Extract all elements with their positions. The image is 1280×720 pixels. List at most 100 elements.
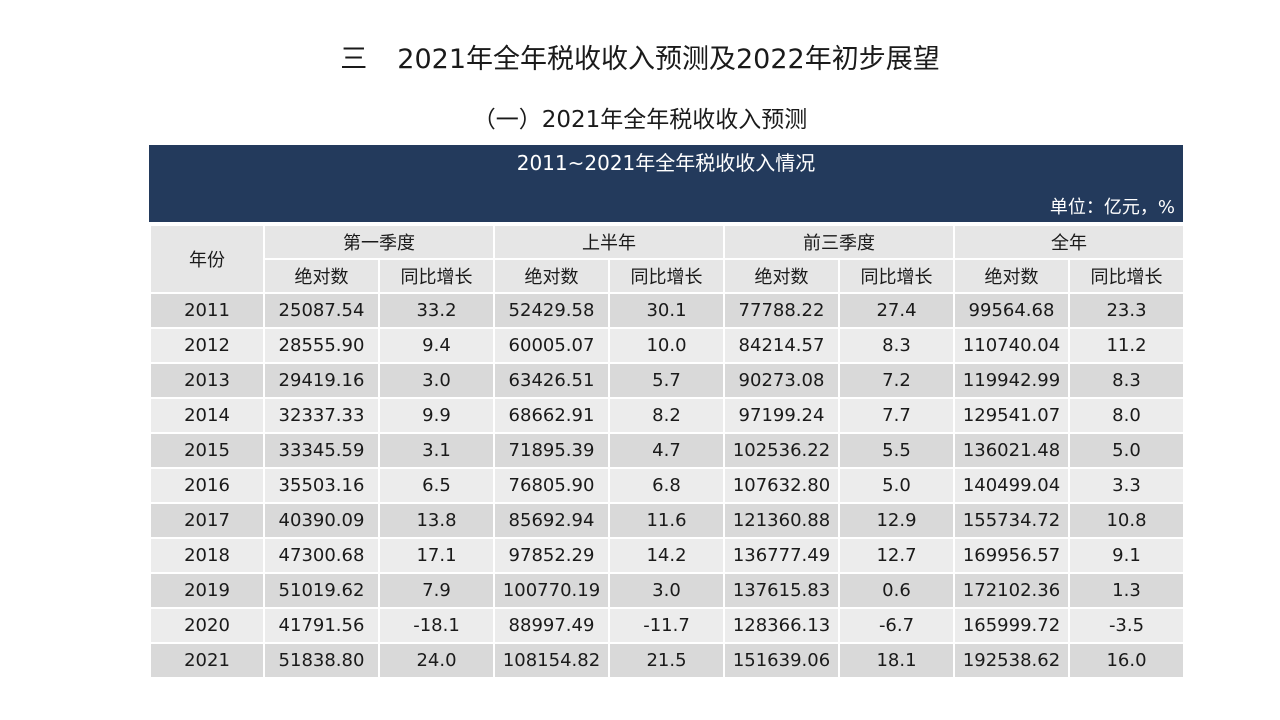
table-banner: 2011~2021年全年税收收入情况 单位：亿元，% <box>149 145 1183 224</box>
absolute-value-cell: 136777.49 <box>723 537 840 574</box>
absolute-value-cell: 100770.19 <box>493 572 610 609</box>
absolute-value-cell: 63426.51 <box>493 362 610 399</box>
yoy-growth-cell: 1.3 <box>1068 572 1185 609</box>
yoy-growth-cell: 6.8 <box>608 467 725 504</box>
yoy-growth-cell: 10.0 <box>608 327 725 364</box>
tax-revenue-table-container: 2011~2021年全年税收收入情况 单位：亿元，% 年份 第一季度 上半年 前… <box>149 145 1185 679</box>
absolute-value-cell: 90273.08 <box>723 362 840 399</box>
absolute-value-cell: 35503.16 <box>263 467 380 504</box>
year-cell: 2016 <box>149 467 265 504</box>
yoy-growth-cell: 23.3 <box>1068 292 1185 329</box>
absolute-value-cell: 165999.72 <box>953 607 1070 644</box>
absolute-value-cell: 151639.06 <box>723 642 840 679</box>
group-header-h1: 上半年 <box>493 224 725 260</box>
subheader-yoy: 同比增长 <box>1068 258 1185 294</box>
year-cell: 2015 <box>149 432 265 469</box>
table-body: 2011 25087.54 33.2 52429.58 30.1 77788.22 27.4… <box>149 292 1185 679</box>
yoy-growth-cell: 7.7 <box>838 397 955 434</box>
table-row: 2013 29419.16 3.0 63426.51 5.7 90273.08 7.2 119… <box>149 362 1185 399</box>
yoy-growth-cell: 11.6 <box>608 502 725 539</box>
yoy-growth-cell: 14.2 <box>608 537 725 574</box>
year-cell: 2014 <box>149 397 265 434</box>
absolute-value-cell: 97852.29 <box>493 537 610 574</box>
absolute-value-cell: 121360.88 <box>723 502 840 539</box>
yoy-growth-cell: 4.7 <box>608 432 725 469</box>
yoy-growth-cell: 11.2 <box>1068 327 1185 364</box>
yoy-growth-cell: 18.1 <box>838 642 955 679</box>
yoy-growth-cell: 8.3 <box>1068 362 1185 399</box>
absolute-value-cell: 110740.04 <box>953 327 1070 364</box>
subheader-yoy: 同比增长 <box>378 258 495 294</box>
absolute-value-cell: 51019.62 <box>263 572 380 609</box>
absolute-value-cell: 52429.58 <box>493 292 610 329</box>
yoy-growth-cell: 8.3 <box>838 327 955 364</box>
yoy-growth-cell: 30.1 <box>608 292 725 329</box>
absolute-value-cell: 32337.33 <box>263 397 380 434</box>
absolute-value-cell: 68662.91 <box>493 397 610 434</box>
yoy-growth-cell: -3.5 <box>1068 607 1185 644</box>
absolute-value-cell: 119942.99 <box>953 362 1070 399</box>
absolute-value-cell: 108154.82 <box>493 642 610 679</box>
subheader-absolute: 绝对数 <box>493 258 610 294</box>
year-cell: 2013 <box>149 362 265 399</box>
absolute-value-cell: 128366.13 <box>723 607 840 644</box>
yoy-growth-cell: 6.5 <box>378 467 495 504</box>
absolute-value-cell: 51838.80 <box>263 642 380 679</box>
table-row: 2019 51019.62 7.9 100770.19 3.0 137615.83 0.6 1… <box>149 572 1185 609</box>
year-cell: 2021 <box>149 642 265 679</box>
absolute-value-cell: 29419.16 <box>263 362 380 399</box>
yoy-growth-cell: 5.7 <box>608 362 725 399</box>
subheader-absolute: 绝对数 <box>953 258 1070 294</box>
yoy-growth-cell: 10.8 <box>1068 502 1185 539</box>
year-header: 年份 <box>149 224 265 294</box>
absolute-value-cell: 129541.07 <box>953 397 1070 434</box>
absolute-value-cell: 71895.39 <box>493 432 610 469</box>
yoy-growth-cell: 33.2 <box>378 292 495 329</box>
absolute-value-cell: 33345.59 <box>263 432 380 469</box>
absolute-value-cell: 99564.68 <box>953 292 1070 329</box>
yoy-growth-cell: 9.9 <box>378 397 495 434</box>
header-row-subheaders: 绝对数 同比增长 绝对数 同比增长 绝对数 同比增长 绝对数 同比增长 <box>150 258 1185 294</box>
absolute-value-cell: 169956.57 <box>953 537 1070 574</box>
group-header-q3: 前三季度 <box>723 224 955 260</box>
yoy-growth-cell: 3.0 <box>608 572 725 609</box>
table-row: 2014 32337.33 9.9 68662.91 8.2 97199.24 7.7 129… <box>149 397 1185 434</box>
yoy-growth-cell: 13.8 <box>378 502 495 539</box>
table-row: 2011 25087.54 33.2 52429.58 30.1 77788.22 27.4… <box>149 292 1185 329</box>
tax-revenue-table: 年份 第一季度 上半年 前三季度 全年 绝对数 同比增长 绝对数 同比增长 绝对… <box>149 224 1185 679</box>
table-row: 2018 47300.68 17.1 97852.29 14.2 136777.49 12.… <box>149 537 1185 574</box>
table-row: 2020 41791.56 -18.1 88997.49 -11.7 128366.13-… <box>149 607 1185 644</box>
year-cell: 2017 <box>149 502 265 539</box>
absolute-value-cell: 28555.90 <box>263 327 380 364</box>
yoy-growth-cell: 5.0 <box>838 467 955 504</box>
yoy-growth-cell: -6.7 <box>838 607 955 644</box>
yoy-growth-cell: 21.5 <box>608 642 725 679</box>
yoy-growth-cell: 24.0 <box>378 642 495 679</box>
year-cell: 2012 <box>149 327 265 364</box>
yoy-growth-cell: 27.4 <box>838 292 955 329</box>
yoy-growth-cell: 9.1 <box>1068 537 1185 574</box>
year-cell: 2019 <box>149 572 265 609</box>
absolute-value-cell: 102536.22 <box>723 432 840 469</box>
yoy-growth-cell: -18.1 <box>378 607 495 644</box>
yoy-growth-cell: 7.9 <box>378 572 495 609</box>
yoy-growth-cell: 3.0 <box>378 362 495 399</box>
yoy-growth-cell: 3.1 <box>378 432 495 469</box>
absolute-value-cell: 60005.07 <box>493 327 610 364</box>
absolute-value-cell: 107632.80 <box>723 467 840 504</box>
table-row: 2015 33345.59 3.1 71895.39 4.7 102536.22 5.5 13… <box>149 432 1185 469</box>
absolute-value-cell: 137615.83 <box>723 572 840 609</box>
subheader-absolute: 绝对数 <box>723 258 840 294</box>
table-row: 2017 40390.09 13.8 85692.94 11.6 121360.88 12.… <box>149 502 1185 539</box>
yoy-growth-cell: 0.6 <box>838 572 955 609</box>
absolute-value-cell: 88997.49 <box>493 607 610 644</box>
table-title: 2011~2021年全年税收收入情况 <box>516 151 816 175</box>
yoy-growth-cell: -11.7 <box>608 607 725 644</box>
absolute-value-cell: 192538.62 <box>953 642 1070 679</box>
yoy-growth-cell: 8.2 <box>608 397 725 434</box>
absolute-value-cell: 97199.24 <box>723 397 840 434</box>
group-header-full-year: 全年 <box>953 224 1185 260</box>
yoy-growth-cell: 12.9 <box>838 502 955 539</box>
absolute-value-cell: 76805.90 <box>493 467 610 504</box>
subheader-yoy: 同比增长 <box>608 258 725 294</box>
